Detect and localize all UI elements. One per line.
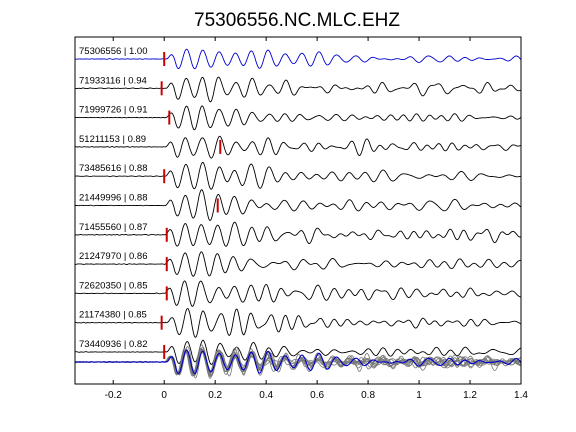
trace-line <box>74 162 522 190</box>
trace-line <box>75 251 521 277</box>
trace-label: 73485616 | 0.88 <box>79 163 148 174</box>
chart-title: 75306556.NC.MLC.EHZ <box>194 10 400 31</box>
stacked-trace-line <box>74 349 522 375</box>
x-axis: -0.2 0 0.2 0.4 0.6 0.8 1 1.2 1.4 <box>105 37 528 401</box>
x-tick-label: 1 <box>416 390 422 401</box>
x-tick-label: 0.8 <box>361 390 375 401</box>
traces-group <box>74 48 522 365</box>
x-tick-label: 0.6 <box>310 390 324 401</box>
trace-line <box>75 189 522 222</box>
stacked-traces-group <box>74 344 522 379</box>
trace-label: 71455560 | 0.87 <box>79 222 148 233</box>
plot-frame <box>74 36 522 385</box>
trace-label: 21247970 | 0.86 <box>79 251 148 262</box>
pick-markers-group <box>160 52 222 359</box>
trace-label: 73440936 | 0.82 <box>79 339 148 350</box>
trace-label: 21174380 | 0.85 <box>79 310 147 321</box>
x-tick-label: 0 <box>161 390 167 401</box>
trace-label: 71933116 | 0.94 <box>79 75 147 86</box>
x-tick-label: 0.4 <box>259 390 273 401</box>
trace-label: 72620350 | 0.85 <box>79 280 148 291</box>
x-tick-label: 1.2 <box>463 390 477 401</box>
trace-line <box>74 48 522 70</box>
trace-line <box>74 339 522 365</box>
trace-label: 71999726 | 0.91 <box>79 105 148 116</box>
trace-line <box>74 280 522 307</box>
trace-label: 51211153 | 0.89 <box>79 134 146 145</box>
trace-line <box>74 307 522 338</box>
trace-labels-group: 75306556 | 1.00 71933116 | 0.94 71999726 |… <box>79 46 148 350</box>
x-tick-label: 0.2 <box>208 390 222 401</box>
x-tick-label: 1.4 <box>514 390 528 401</box>
trace-label: 75306556 | 1.00 <box>79 46 148 57</box>
trace-line <box>75 221 522 247</box>
trace-line <box>75 135 522 159</box>
trace-label: 21449996 | 0.88 <box>79 193 148 204</box>
trace-line <box>75 105 522 131</box>
trace-line <box>74 76 522 103</box>
x-tick-label: -0.2 <box>105 390 123 401</box>
